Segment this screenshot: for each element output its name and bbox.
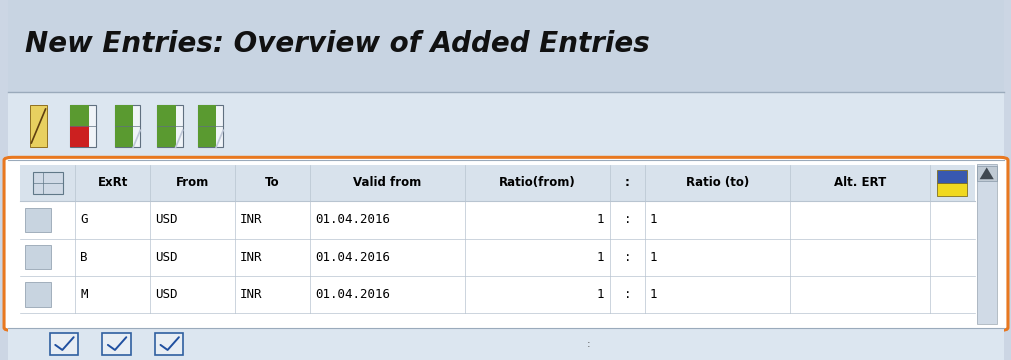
Bar (8, 0, 1003, 92)
Bar (20, 239, 974, 276)
Bar (197, 105, 223, 147)
Bar (102, 333, 130, 355)
Bar (20, 201, 974, 239)
Text: :: : (623, 251, 631, 264)
Bar (157, 105, 183, 147)
Text: From: From (176, 176, 209, 189)
Text: 1: 1 (649, 213, 657, 226)
Polygon shape (979, 167, 993, 179)
Bar (976, 164, 996, 324)
Text: Alt. ERT: Alt. ERT (833, 176, 885, 189)
Text: INR: INR (240, 213, 263, 226)
Text: :: : (586, 339, 590, 349)
Bar (24, 208, 51, 232)
Text: USD: USD (155, 288, 178, 301)
Bar (197, 105, 216, 126)
Bar (157, 105, 176, 126)
Bar (155, 333, 183, 355)
Text: Ratio (to): Ratio (to) (684, 176, 748, 189)
Bar (32, 171, 63, 194)
Text: 01.04.2016: 01.04.2016 (314, 288, 389, 301)
Bar (114, 105, 141, 147)
Bar (20, 165, 974, 201)
Bar (8, 92, 1003, 160)
Text: 01.04.2016: 01.04.2016 (314, 213, 389, 226)
Text: 01.04.2016: 01.04.2016 (314, 251, 389, 264)
Text: 1: 1 (595, 288, 604, 301)
Text: ExRt: ExRt (97, 176, 127, 189)
Bar (936, 183, 966, 196)
Bar (157, 126, 176, 147)
Text: INR: INR (240, 251, 263, 264)
Bar (936, 170, 966, 183)
Bar (114, 126, 133, 147)
Bar (976, 164, 996, 324)
Text: To: To (265, 176, 280, 189)
Bar (30, 105, 47, 147)
Bar (976, 166, 996, 181)
Text: B: B (80, 251, 88, 264)
Text: New Entries: Overview of Added Entries: New Entries: Overview of Added Entries (25, 30, 649, 58)
Text: Ratio(from): Ratio(from) (498, 176, 575, 189)
Text: 1: 1 (595, 251, 604, 264)
Text: USD: USD (155, 213, 178, 226)
Text: M: M (80, 288, 88, 301)
Bar (197, 126, 216, 147)
FancyBboxPatch shape (4, 157, 1007, 330)
Text: :: : (623, 213, 631, 226)
Text: 1: 1 (595, 213, 604, 226)
Text: 1: 1 (649, 288, 657, 301)
Text: USD: USD (155, 251, 178, 264)
Text: :: : (623, 288, 631, 301)
Bar (24, 283, 51, 307)
Bar (24, 245, 51, 269)
Text: Valid from: Valid from (353, 176, 422, 189)
Bar (70, 105, 96, 147)
Bar (70, 105, 89, 126)
Text: :: : (624, 176, 629, 189)
Bar (50, 333, 78, 355)
Text: INR: INR (240, 288, 263, 301)
Bar (8, 328, 1003, 360)
Text: G: G (80, 213, 88, 226)
Bar (114, 105, 133, 126)
Text: 1: 1 (649, 251, 657, 264)
Bar (70, 126, 89, 147)
Bar (20, 276, 974, 313)
